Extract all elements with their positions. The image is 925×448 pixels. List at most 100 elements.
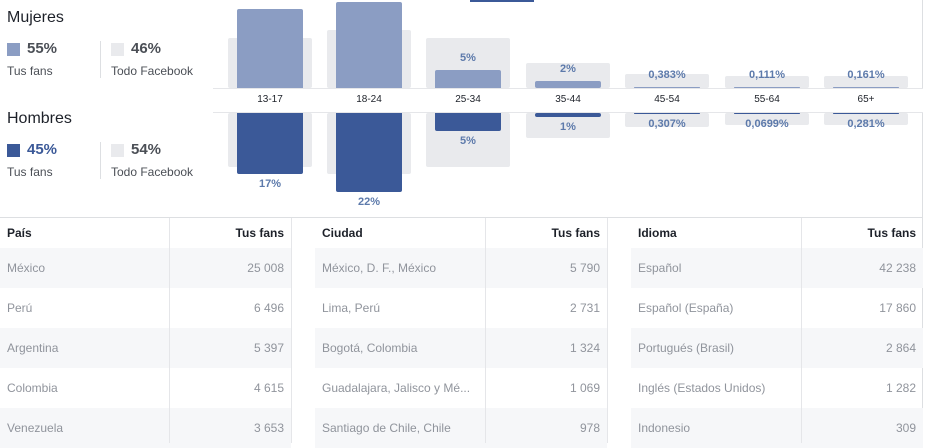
men-bar-55-64 — [734, 113, 800, 114]
men-title: Hombres — [7, 110, 72, 127]
column-divider — [801, 218, 802, 443]
table-header-name[interactable]: Idioma — [638, 226, 677, 240]
row-value: 25 008 — [247, 261, 284, 275]
table-header-value[interactable]: Tus fans — [235, 226, 284, 240]
row-name: Guadalajara, Jalisco y Mé... — [322, 381, 471, 395]
men-value-label-35-44: 1% — [560, 120, 576, 133]
all-facebook-women-bar-55-64 — [725, 76, 809, 88]
table-right-border — [607, 218, 608, 443]
men-value-label-25-34: 5% — [460, 135, 476, 147]
women-value-label-35-44: 2% — [560, 62, 576, 75]
age-label-25-34: 25-34 — [455, 94, 481, 105]
age-label-45-54: 45-54 — [654, 94, 680, 105]
age-label-18-24: 18-24 — [356, 94, 382, 105]
men-bar-35-44 — [535, 113, 601, 117]
women-fans-pct: 55% — [27, 40, 58, 57]
women-bar-18-24 — [336, 1, 402, 98]
age-label-13-17: 13-17 — [257, 94, 283, 105]
row-value: 978 — [579, 421, 600, 435]
row-name: Bogotá, Colombia — [322, 341, 418, 355]
women-bar-55-64 — [734, 87, 800, 88]
table-row: Indonesio 309 — [631, 408, 923, 448]
men-bar-18-24 — [336, 103, 402, 193]
all-facebook-men-bar-55-64 — [725, 113, 809, 125]
row-value: 4 615 — [253, 381, 284, 395]
women-divider — [100, 41, 101, 78]
table-header-value[interactable]: Tus fans — [867, 226, 916, 240]
women-title: Mujeres — [7, 9, 64, 26]
women-value-label-25-34: 5% — [460, 52, 476, 64]
row-value: 1 069 — [569, 381, 600, 395]
row-value: 5 397 — [253, 341, 284, 355]
women-fans-label: Tus fans — [7, 64, 53, 78]
table-header-value[interactable]: Tus fans — [551, 226, 600, 240]
age-label-55-64: 55-64 — [754, 94, 780, 105]
table-row: México 25 008 — [0, 248, 291, 288]
row-name: Santiago de Chile, Chile — [322, 421, 451, 435]
table-row: Español (España) 17 860 — [631, 288, 923, 328]
table-row: Venezuela 3 653 — [0, 408, 291, 448]
all-facebook-men-bar-65+ — [824, 113, 908, 125]
table-2: Idioma Tus fans Español 42 238 Español (Espa… — [631, 218, 923, 448]
row-value: 17 860 — [879, 301, 916, 315]
row-value: 1 282 — [885, 381, 916, 395]
women-bar-45-54 — [634, 86, 700, 88]
women-all-label: Todo Facebook — [111, 64, 194, 78]
row-value: 6 496 — [253, 301, 284, 315]
men-divider — [100, 142, 101, 179]
row-value: 3 653 — [253, 421, 284, 435]
table-1: Ciudad Tus fans México, D. F., México 5 790… — [315, 218, 608, 448]
table-header-name[interactable]: Ciudad — [322, 226, 363, 240]
table-header-name[interactable]: País — [7, 226, 32, 240]
table-row: Español 42 238 — [631, 248, 923, 288]
age-label-35-44: 35-44 — [555, 94, 581, 105]
men-bar-13-17 — [237, 103, 303, 175]
age-axis — [213, 88, 923, 113]
row-value: 42 238 — [879, 261, 916, 275]
table-row: Argentina 5 397 — [0, 328, 291, 368]
row-value: 5 790 — [569, 261, 600, 275]
column-divider — [485, 218, 486, 443]
row-name: México, D. F., México — [322, 261, 437, 275]
column-divider — [169, 218, 170, 443]
row-name: Perú — [7, 301, 33, 315]
table-row: Lima, Perú 2 731 — [315, 288, 607, 328]
women-swatch — [7, 43, 20, 56]
men-bar-65+ — [833, 113, 899, 114]
men-value-label-13-17: 17% — [258, 178, 282, 191]
table-0: País Tus fans México 25 008 Perú 6 496 Argenti… — [0, 218, 292, 448]
men-value-label-55-64: 0,0699% — [745, 118, 789, 130]
row-name: Colombia — [7, 381, 58, 395]
row-name: Español — [638, 261, 682, 275]
row-value: 309 — [895, 421, 916, 435]
table-row: Colombia 4 615 — [0, 368, 291, 408]
women-bar-35-44 — [535, 80, 601, 88]
section-divider — [0, 217, 923, 218]
men-all-swatch — [111, 144, 124, 157]
all-facebook-men-bar-45-54 — [625, 113, 709, 128]
men-fans-label: Tus fans — [7, 165, 53, 179]
row-name: Indonesio — [638, 421, 691, 435]
women-all-pct: 46% — [131, 40, 162, 57]
row-value: 1 324 — [569, 341, 600, 355]
table-row: Portugués (Brasil) 2 864 — [631, 328, 923, 368]
row-value: 2 864 — [885, 341, 916, 355]
men-swatch — [7, 144, 20, 157]
women-all-swatch — [111, 43, 124, 56]
row-value: 2 731 — [569, 301, 600, 315]
women-value-label-55-64: 0,111% — [748, 69, 786, 81]
all-facebook-women-bar-65+ — [824, 76, 908, 88]
table-row: Guadalajara, Jalisco y Mé... 1 069 — [315, 368, 607, 408]
row-name: México — [7, 261, 46, 275]
men-value-label-65+: 0,281% — [847, 118, 885, 130]
men-all-label: Todo Facebook — [111, 165, 194, 179]
women-bar-13-17 — [237, 8, 303, 98]
row-name: Lima, Perú — [322, 301, 381, 315]
men-fans-pct: 45% — [27, 141, 58, 158]
table-row: Santiago de Chile, Chile 978 — [315, 408, 607, 448]
women-value-label-65+: 0,161% — [847, 69, 885, 81]
row-name: Portugués (Brasil) — [638, 341, 735, 355]
row-name: Español (España) — [638, 301, 734, 315]
row-name: Argentina — [7, 341, 59, 355]
